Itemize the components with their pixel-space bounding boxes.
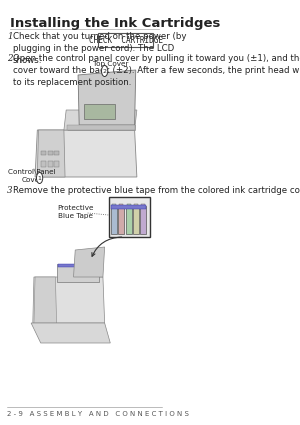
Bar [134, 204, 138, 208]
Polygon shape [33, 277, 105, 323]
Text: CHECK  CARTRIDGE: CHECK CARTRIDGE [89, 36, 163, 45]
Bar [58, 264, 97, 267]
Bar [112, 204, 116, 208]
Text: Protective
Blue Tape: Protective Blue Tape [57, 205, 94, 218]
Text: Check that you turned on the power (by
plugging in the power cord). The LCD
show: Check that you turned on the power (by p… [13, 32, 187, 65]
Text: 1: 1 [8, 32, 13, 41]
Polygon shape [74, 247, 105, 277]
Text: 2: 2 [103, 68, 106, 74]
Circle shape [37, 173, 43, 184]
Polygon shape [68, 125, 135, 130]
Text: Open the control panel cover by pulling it toward you (±1), and then lift the to: Open the control panel cover by pulling … [13, 54, 300, 87]
Text: Control Panel
Cover: Control Panel Cover [8, 169, 56, 182]
Bar [67, 125, 135, 130]
Bar [41, 161, 46, 167]
Bar [127, 204, 130, 208]
Polygon shape [64, 110, 137, 130]
Bar [141, 204, 146, 208]
Text: Installing the Ink Cartridges: Installing the Ink Cartridges [10, 17, 220, 30]
Bar [111, 206, 117, 234]
Bar [126, 206, 132, 234]
Bar [118, 206, 124, 234]
Polygon shape [34, 277, 57, 323]
Bar [47, 161, 52, 167]
Bar [47, 151, 52, 155]
Bar [57, 264, 99, 282]
Bar [119, 204, 123, 208]
Bar [98, 33, 153, 47]
Bar [84, 104, 115, 119]
Circle shape [101, 65, 108, 76]
Polygon shape [31, 323, 110, 343]
Text: Remove the protective blue tape from the colored ink cartridge covers.: Remove the protective blue tape from the… [13, 186, 300, 195]
Text: 2 - 9   A S S E M B L Y   A N D   C O N N E C T I O N S: 2 - 9 A S S E M B L Y A N D C O N N E C … [8, 411, 189, 417]
Text: 1: 1 [38, 176, 41, 181]
Polygon shape [37, 130, 65, 177]
Bar [111, 205, 146, 209]
Polygon shape [78, 70, 136, 125]
Bar [140, 206, 146, 234]
Text: 3: 3 [8, 186, 13, 195]
Bar [109, 197, 150, 237]
Bar [41, 151, 46, 155]
Bar [54, 161, 59, 167]
Text: Top Cover: Top Cover [92, 61, 128, 67]
Bar [54, 151, 59, 155]
FancyArrowPatch shape [92, 237, 122, 256]
Polygon shape [35, 130, 137, 177]
Text: 2: 2 [8, 54, 13, 63]
Bar [133, 206, 139, 234]
